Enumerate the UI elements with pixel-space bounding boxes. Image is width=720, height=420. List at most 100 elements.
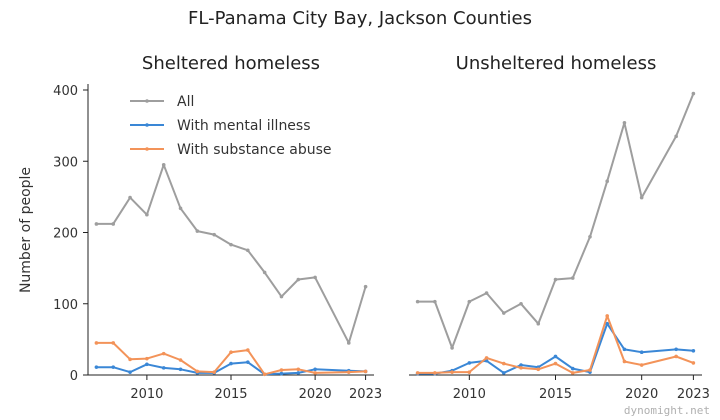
data-point-substance (484, 356, 489, 360)
data-point-all (363, 284, 368, 289)
data-point-substance (262, 372, 267, 377)
data-point-mental (622, 347, 627, 352)
data-point-all (161, 163, 166, 167)
series-line-mental (417, 322, 694, 375)
y-tick-label: 200 (53, 227, 78, 242)
panel-unsheltered: 2010 2015 2020 2023 (409, 91, 710, 402)
data-point-substance (128, 357, 132, 362)
data-point-substance (161, 351, 166, 356)
data-point-all (111, 222, 116, 226)
data-point-all (639, 195, 644, 200)
data-point-substance (178, 358, 183, 362)
data-point-substance (363, 369, 368, 374)
data-point-substance (195, 369, 200, 374)
data-point-substance (415, 371, 420, 375)
data-point-all (605, 179, 610, 183)
data-point-all (536, 321, 541, 326)
data-point-all (128, 195, 132, 200)
data-point-substance (212, 370, 216, 374)
data-point-all (145, 212, 149, 217)
data-point-all (467, 299, 472, 304)
x-tick-label: 2020 (625, 387, 658, 402)
data-point-all (622, 120, 627, 125)
data-point-substance (622, 359, 627, 364)
x-tick-label: 2023 (349, 387, 382, 402)
data-point-all (94, 222, 99, 226)
data-point-mental (178, 367, 183, 372)
x-tick-label: 2015 (539, 387, 572, 402)
data-point-substance (450, 370, 454, 374)
data-point-mental (94, 365, 99, 369)
data-point-substance (588, 368, 592, 372)
data-point-mental (553, 354, 558, 359)
data-point-all (588, 234, 592, 239)
data-point-substance (94, 341, 99, 345)
data-point-all (553, 277, 558, 282)
data-point-mental (296, 371, 301, 375)
data-point-all (450, 346, 454, 350)
series-line-all (417, 93, 695, 349)
figure-suptitle: FL-Panama City Bay, Jackson Counties (188, 8, 532, 29)
data-point-mental (161, 366, 166, 370)
data-point-mental (128, 370, 132, 374)
x-tick-label: 2020 (299, 387, 332, 402)
data-point-mental (246, 360, 250, 364)
legend-marker-substance (145, 147, 149, 151)
legend-label-all: All (177, 94, 194, 110)
data-point-all (674, 134, 678, 139)
legend-label-mental: With mental illness (177, 118, 311, 134)
data-point-substance (145, 356, 149, 361)
data-point-all (262, 270, 267, 275)
data-point-substance (246, 348, 250, 352)
x-tick-label: 2010 (453, 387, 486, 402)
data-point-all (178, 206, 183, 211)
data-point-substance (674, 354, 678, 359)
data-point-mental (570, 366, 575, 371)
panel-sheltered: 2010 2015 2020 2023 0 100 200 300 400 (53, 84, 382, 402)
legend: All With mental illness With substance abu… (130, 94, 332, 158)
data-point-all (570, 276, 575, 280)
x-tick-label: 2015 (214, 387, 247, 402)
data-point-mental (467, 361, 472, 365)
data-point-mental (501, 371, 506, 375)
data-point-substance (433, 371, 437, 375)
data-point-substance (519, 366, 523, 370)
data-point-mental (111, 365, 116, 369)
legend-label-substance: With substance abuse (177, 142, 332, 158)
data-point-all (229, 242, 233, 247)
legend-marker-all (145, 99, 149, 103)
y-tick-label: 0 (70, 369, 78, 384)
data-point-substance (229, 350, 233, 355)
data-point-all (433, 299, 437, 304)
data-point-substance (639, 363, 644, 367)
data-point-mental (519, 363, 523, 367)
panel-title-unsheltered: Unsheltered homeless (456, 53, 657, 74)
data-point-all (346, 341, 351, 345)
y-tick-label: 100 (53, 298, 78, 313)
data-point-all (246, 248, 250, 253)
data-point-all (415, 299, 420, 304)
data-point-all (195, 229, 200, 233)
y-tick-label: 400 (53, 84, 78, 99)
data-point-substance (279, 368, 284, 372)
data-point-all (279, 294, 284, 299)
legend-marker-mental (145, 123, 149, 127)
series-line-all (96, 163, 367, 344)
y-axis-label: Number of people (18, 167, 34, 293)
panel-title-sheltered: Sheltered homeless (142, 53, 320, 74)
data-point-mental (229, 361, 233, 366)
data-point-all (519, 301, 523, 306)
data-point-substance (346, 370, 351, 374)
data-point-mental (279, 371, 284, 376)
data-point-substance (313, 371, 317, 375)
data-point-substance (691, 361, 696, 365)
data-point-substance (296, 367, 301, 372)
data-point-mental (605, 321, 610, 326)
data-point-all (501, 311, 506, 315)
data-point-substance (605, 314, 610, 318)
data-point-all (212, 232, 216, 237)
data-point-all (296, 277, 301, 282)
x-tick-label: 2023 (677, 387, 710, 402)
watermark: dynomight.net (624, 404, 710, 417)
